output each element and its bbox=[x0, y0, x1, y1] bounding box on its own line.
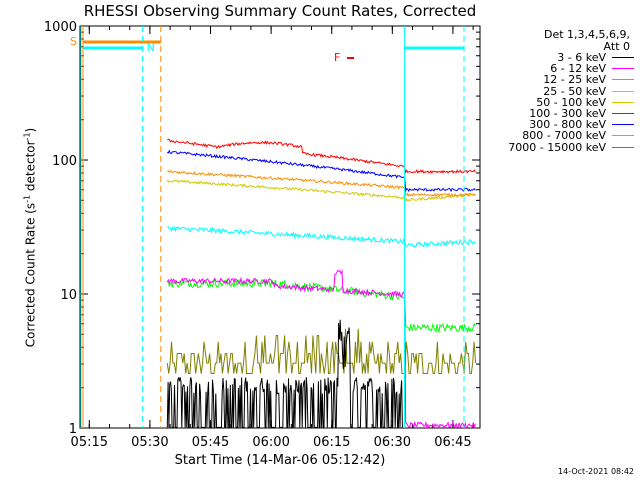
legend-header-2: Att 0 bbox=[603, 40, 630, 53]
legend-label: 25 - 50 keV bbox=[543, 84, 606, 98]
legend-swatch bbox=[612, 79, 634, 81]
legend-entry: 800 - 7000 keV bbox=[508, 129, 634, 143]
series-line-800-7000-kev bbox=[167, 170, 476, 198]
plot-frame bbox=[79, 25, 481, 429]
legend-entry: 25 - 50 keV bbox=[508, 84, 634, 98]
night-label: N bbox=[147, 41, 155, 54]
legend-entry: 12 - 25 keV bbox=[508, 73, 634, 87]
chart-title: RHESSI Observing Summary Count Rates, Co… bbox=[83, 2, 477, 20]
timestamp: 14-Oct-2021 08:42 bbox=[558, 467, 634, 476]
legend-swatch bbox=[612, 135, 634, 137]
series-line-6-12-kev bbox=[166, 269, 476, 430]
legend-entry: 300 - 800 keV bbox=[508, 118, 634, 132]
legend-label: 100 - 300 keV bbox=[529, 107, 606, 121]
legend-swatch bbox=[612, 113, 634, 115]
legend-swatch bbox=[612, 101, 634, 103]
legend-label: 800 - 7000 keV bbox=[522, 129, 606, 143]
x-axis-label: Start Time (14-Mar-06 05:12:42) bbox=[174, 453, 386, 468]
y-tick-label: 1 bbox=[69, 422, 77, 437]
y-tick-label: 100 bbox=[52, 154, 77, 169]
legend-label: 50 - 100 keV bbox=[536, 95, 606, 109]
legend-swatch bbox=[612, 90, 634, 92]
legend-entry: 3 - 6 keV bbox=[508, 51, 634, 65]
legend-entry: 7000 - 15000 keV bbox=[508, 140, 634, 154]
series-line-300-800-kev bbox=[166, 149, 476, 193]
legend-swatch bbox=[612, 57, 634, 59]
series-line-25-50-kev bbox=[166, 225, 476, 248]
x-tick-label: 06:00 bbox=[252, 435, 289, 450]
legend: 3 - 6 keV 6 - 12 keV 12 - 25 keV 25 - 50 ke… bbox=[508, 51, 634, 154]
legend-label: 300 - 800 keV bbox=[529, 118, 606, 132]
y-tick-label: 10 bbox=[60, 288, 77, 303]
x-tick-label: 05:30 bbox=[131, 435, 168, 450]
x-tick-label: 06:15 bbox=[313, 435, 350, 450]
series-line-100-300-kev bbox=[167, 138, 476, 175]
x-tick-label: 05:15 bbox=[71, 435, 108, 450]
legend-header-1: Det 1,3,4,5,6,9, bbox=[543, 28, 630, 41]
legend-entry: 50 - 100 keV bbox=[508, 95, 634, 109]
series-line-3-6-kev bbox=[166, 319, 403, 428]
legend-entry: 6 - 12 keV bbox=[508, 62, 634, 76]
x-tick-label: 06:30 bbox=[374, 435, 411, 450]
legend-entry: 100 - 300 keV bbox=[508, 107, 634, 121]
legend-label: 3 - 6 keV bbox=[557, 51, 606, 65]
series-line-12-25-kev bbox=[166, 278, 476, 334]
legend-label: 7000 - 15000 keV bbox=[508, 140, 606, 154]
series-line-7000-15000-kev bbox=[166, 328, 477, 374]
flare-label: F bbox=[334, 51, 340, 64]
series-line-50-100-kev bbox=[166, 179, 476, 203]
legend-swatch bbox=[612, 124, 634, 126]
legend-label: 12 - 25 keV bbox=[543, 73, 606, 87]
legend-label: 6 - 12 keV bbox=[550, 62, 606, 76]
legend-swatch bbox=[612, 68, 634, 70]
x-tick-label: 05:45 bbox=[192, 435, 229, 450]
x-tick-label: 06:45 bbox=[434, 435, 471, 450]
legend-swatch bbox=[612, 146, 634, 148]
y-tick-label: 1000 bbox=[44, 20, 77, 35]
saa-label: S bbox=[70, 35, 77, 48]
